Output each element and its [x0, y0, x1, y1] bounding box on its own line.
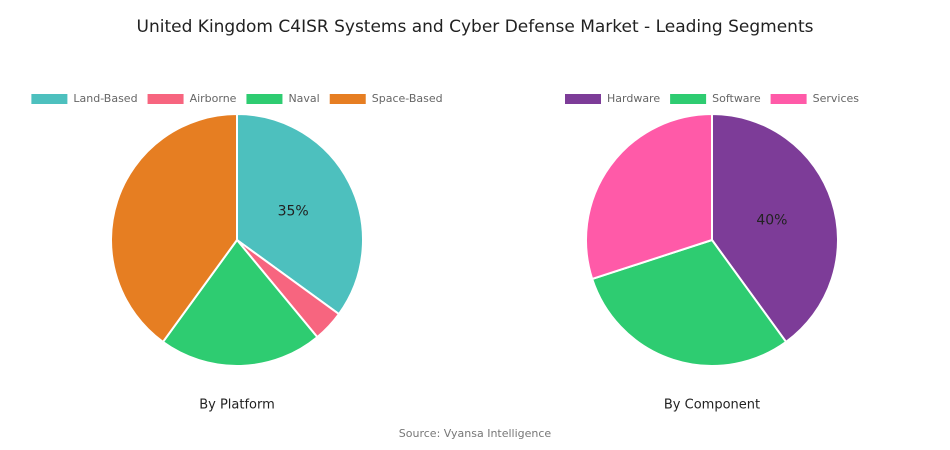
pie-slice: [585, 112, 713, 281]
legend-label: Land-Based: [73, 92, 137, 105]
pie-slice: [590, 238, 788, 367]
main-title: United Kingdom C4ISR Systems and Cyber D…: [137, 17, 814, 37]
legend-swatch: [31, 94, 68, 104]
data-label: 35%: [278, 203, 309, 219]
legend-label: Hardware: [607, 92, 660, 105]
legend-swatch: [147, 94, 184, 104]
legend-label: Space-Based: [372, 92, 443, 105]
pie-slice: [236, 112, 364, 316]
legend-swatch: [246, 94, 283, 104]
legend-swatch: [670, 94, 707, 104]
legend-label: Software: [712, 92, 761, 105]
chart-subtitle: By Platform: [199, 398, 275, 413]
legend-label: Services: [813, 92, 860, 105]
legend-swatch: [770, 94, 807, 104]
legend-swatch: [565, 94, 601, 104]
data-label: 40%: [756, 213, 787, 229]
pie-slice: [711, 112, 839, 344]
source: Source: Vyansa Intelligence: [399, 427, 552, 440]
legend-label: Airborne: [190, 92, 237, 105]
pie-slice: [161, 238, 319, 367]
pie-slice: [110, 112, 238, 344]
chart-subtitle: By Component: [664, 398, 760, 413]
legend-swatch: [329, 94, 366, 104]
legend-label: Naval: [288, 92, 319, 105]
